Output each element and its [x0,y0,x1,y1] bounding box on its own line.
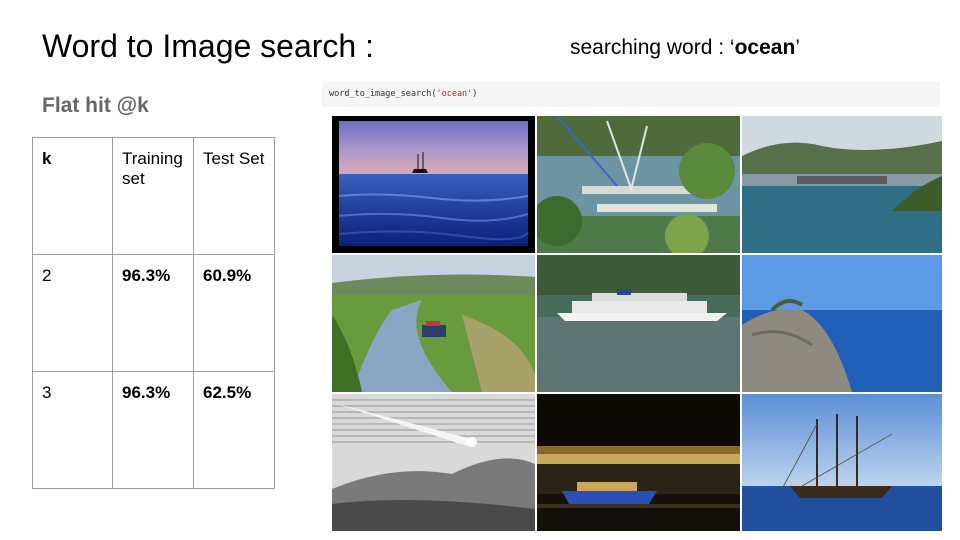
rocky-coast-image [742,255,942,392]
table-cell: 96.3% [112,371,194,489]
table-row: 3 96.3% 62.5% [32,371,275,489]
canal-boat-image [332,255,535,392]
table-cell: 3 [32,371,113,489]
header-training: Training set [112,137,194,255]
table-cell: 60.9% [193,254,275,372]
table-cell: 2 [32,254,113,372]
page-title: Word to Image search : [42,28,374,64]
header-k: k [32,137,113,255]
table-cell: 96.3% [112,254,194,372]
code-func: word_to_image_search( [329,89,437,99]
sailing-ship-sunset-image [332,116,535,253]
code-arg: 'ocean' [436,89,473,99]
search-query: searching word : ‘ocean’ [570,36,800,60]
night-harbor-image [537,394,740,531]
table-cell: 62.5% [193,371,275,489]
code-line: word_to_image_search('ocean') [329,89,477,99]
image-results-grid [332,116,942,531]
query-prefix: searching word : ‘ [570,36,735,59]
code-close: ) [472,89,478,99]
cruise-ship-image [537,255,740,392]
query-word: ocean [734,36,796,59]
marina-boats-image [537,116,740,253]
tall-ship-image [742,394,942,531]
code-cell: word_to_image_search('ocean') [322,82,940,107]
query-suffix: ’ [795,36,800,59]
section-subtitle: Flat hit @k [42,94,149,117]
harbor-hills-image [742,116,942,253]
comet-engraving-image [332,394,535,531]
header-test: Test Set [193,137,275,255]
results-table: k Training set Test Set 2 96.3% 60.9% 3 … [32,137,275,489]
table-row: 2 96.3% 60.9% [32,254,275,372]
table-header-row: k Training set Test Set [32,137,275,255]
